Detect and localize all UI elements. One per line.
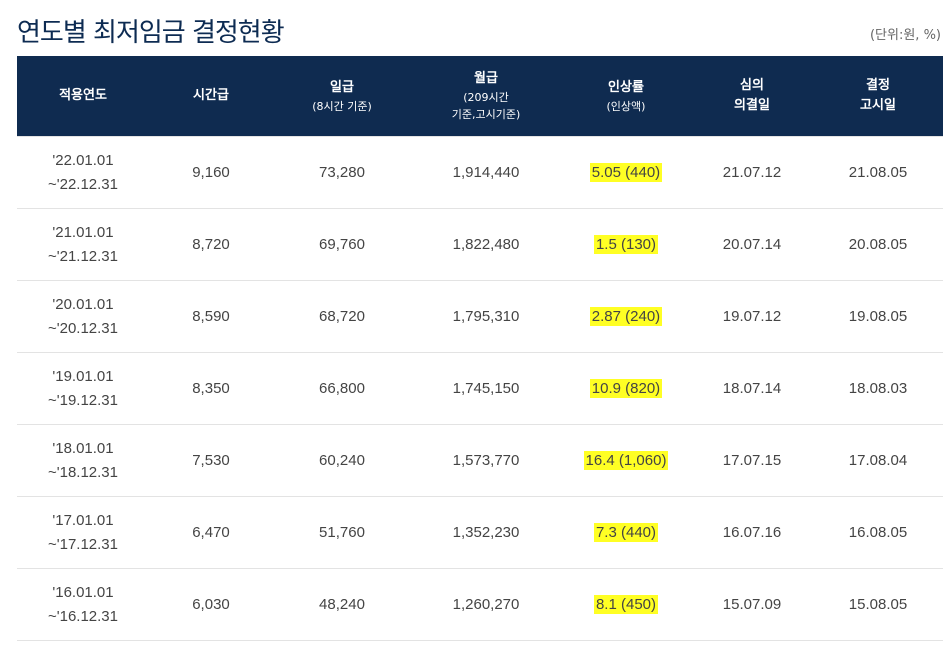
table-row: '17.01.01 ~'17.12.31 6,470 51,760 1,352,2… bbox=[17, 496, 943, 569]
highlighted-increase: 5.05 (440) bbox=[589, 163, 663, 182]
period-cell: '22.01.01 ~'22.12.31 bbox=[17, 136, 149, 209]
decision-date-cell: 21.07.12 bbox=[691, 136, 813, 209]
hourly-cell: 8,590 bbox=[149, 280, 273, 353]
highlighted-increase: 16.4 (1,060) bbox=[583, 451, 669, 470]
hourly-cell: 8,350 bbox=[149, 352, 273, 425]
notice-date-cell: 20.08.05 bbox=[813, 208, 943, 281]
decision-date-cell: 15.07.09 bbox=[691, 568, 813, 641]
period-cell: '17.01.01 ~'17.12.31 bbox=[17, 496, 149, 569]
hourly-cell: 6,030 bbox=[149, 568, 273, 641]
period-cell: '19.01.01 ~'19.12.31 bbox=[17, 352, 149, 425]
notice-date-cell: 15.08.05 bbox=[813, 568, 943, 641]
monthly-cell: 1,260,270 bbox=[411, 568, 561, 641]
monthly-cell: 1,573,770 bbox=[411, 424, 561, 497]
decision-date-cell: 19.07.12 bbox=[691, 280, 813, 353]
hourly-cell: 6,470 bbox=[149, 496, 273, 569]
col-header-daily: 일급 (8시간 기준) bbox=[273, 56, 411, 137]
notice-date-cell: 16.08.05 bbox=[813, 496, 943, 569]
daily-cell: 73,280 bbox=[273, 136, 411, 209]
increase-cell: 2.87 (240) bbox=[561, 280, 691, 353]
hourly-cell: 8,720 bbox=[149, 208, 273, 281]
table-header-row: 적용연도 시간급 일급 (8시간 기준) 월급 (209시간 기준,고시기준) 인… bbox=[17, 56, 943, 137]
daily-cell: 66,800 bbox=[273, 352, 411, 425]
increase-cell: 1.5 (130) bbox=[561, 208, 691, 281]
daily-cell: 51,760 bbox=[273, 496, 411, 569]
page-title: 연도별 최저임금 결정현황 bbox=[17, 18, 285, 48]
daily-cell: 48,240 bbox=[273, 568, 411, 641]
highlighted-increase: 2.87 (240) bbox=[589, 307, 663, 326]
increase-cell: 5.05 (440) bbox=[561, 136, 691, 209]
col-header-increase: 인상률 (인상액) bbox=[561, 56, 691, 137]
highlighted-increase: 10.9 (820) bbox=[589, 379, 663, 398]
table-row: '20.01.01 ~'20.12.31 8,590 68,720 1,795,3… bbox=[17, 280, 943, 353]
table-row: '22.01.01 ~'22.12.31 9,160 73,280 1,914,4… bbox=[17, 136, 943, 209]
hourly-cell: 9,160 bbox=[149, 136, 273, 209]
monthly-cell: 1,914,440 bbox=[411, 136, 561, 209]
period-cell: '16.01.01 ~'16.12.31 bbox=[17, 568, 149, 641]
period-cell: '20.01.01 ~'20.12.31 bbox=[17, 280, 149, 353]
col-header-decision: 심의 의결일 bbox=[691, 56, 813, 137]
notice-date-cell: 17.08.04 bbox=[813, 424, 943, 497]
col-header-year: 적용연도 bbox=[17, 56, 149, 137]
col-header-notice: 결정 고시일 bbox=[813, 56, 943, 137]
daily-cell: 60,240 bbox=[273, 424, 411, 497]
col-header-monthly-sub: (209시간 기준,고시기준) bbox=[451, 91, 521, 121]
decision-date-cell: 16.07.16 bbox=[691, 496, 813, 569]
hourly-cell: 7,530 bbox=[149, 424, 273, 497]
period-cell: '18.01.01 ~'18.12.31 bbox=[17, 424, 149, 497]
period-cell: '21.01.01 ~'21.12.31 bbox=[17, 208, 149, 281]
increase-cell: 10.9 (820) bbox=[561, 352, 691, 425]
minimum-wage-table: 적용연도 시간급 일급 (8시간 기준) 월급 (209시간 기준,고시기준) 인… bbox=[17, 56, 943, 641]
notice-date-cell: 19.08.05 bbox=[813, 280, 943, 353]
notice-date-cell: 18.08.03 bbox=[813, 352, 943, 425]
notice-date-cell: 21.08.05 bbox=[813, 136, 943, 209]
highlighted-increase: 1.5 (130) bbox=[593, 235, 659, 254]
monthly-cell: 1,795,310 bbox=[411, 280, 561, 353]
monthly-cell: 1,822,480 bbox=[411, 208, 561, 281]
decision-date-cell: 20.07.14 bbox=[691, 208, 813, 281]
table-row: '16.01.01 ~'16.12.31 6,030 48,240 1,260,2… bbox=[17, 568, 943, 641]
table-row: '18.01.01 ~'18.12.31 7,530 60,240 1,573,7… bbox=[17, 424, 943, 497]
table-row: '21.01.01 ~'21.12.31 8,720 69,760 1,822,4… bbox=[17, 208, 943, 281]
increase-cell: 16.4 (1,060) bbox=[561, 424, 691, 497]
table-row: '19.01.01 ~'19.12.31 8,350 66,800 1,745,1… bbox=[17, 352, 943, 425]
monthly-cell: 1,745,150 bbox=[411, 352, 561, 425]
daily-cell: 69,760 bbox=[273, 208, 411, 281]
decision-date-cell: 18.07.14 bbox=[691, 352, 813, 425]
highlighted-increase: 8.1 (450) bbox=[593, 595, 659, 614]
daily-cell: 68,720 bbox=[273, 280, 411, 353]
monthly-cell: 1,352,230 bbox=[411, 496, 561, 569]
decision-date-cell: 17.07.15 bbox=[691, 424, 813, 497]
col-header-hourly: 시간급 bbox=[149, 56, 273, 137]
unit-note: (단위:원, %) bbox=[869, 28, 941, 43]
increase-cell: 7.3 (440) bbox=[561, 496, 691, 569]
increase-cell: 8.1 (450) bbox=[561, 568, 691, 641]
col-header-monthly: 월급 (209시간 기준,고시기준) bbox=[411, 56, 561, 137]
highlighted-increase: 7.3 (440) bbox=[593, 523, 659, 542]
